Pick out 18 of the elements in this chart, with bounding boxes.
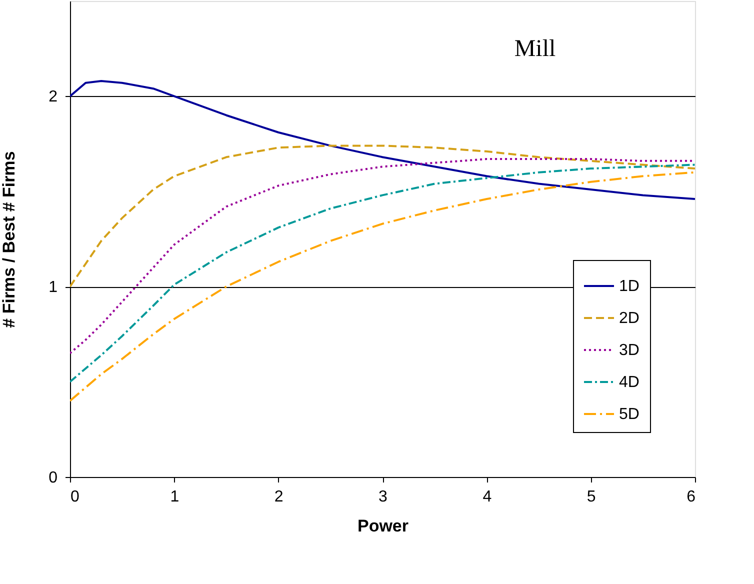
y-axis-title: # Firms / Best # Firms: [0, 151, 19, 328]
x-tick-label: 4: [482, 488, 492, 506]
annotation: Mill: [514, 36, 556, 62]
legend-label: 2D: [619, 310, 640, 327]
x-axis-title: Power: [357, 516, 409, 536]
legend-label: 5D: [619, 406, 640, 423]
x-tick-label: 2: [274, 488, 284, 506]
x-tick-label: 6: [686, 488, 696, 506]
legend-label: 4D: [619, 374, 640, 391]
y-tick-label: 2: [48, 88, 58, 106]
y-tick-label: 0: [48, 470, 58, 486]
y-tick-label: 1: [48, 279, 58, 296]
x-tick-label: 5: [586, 488, 596, 506]
x-tick-label: 0: [70, 488, 80, 506]
x-tick-label: 1: [170, 488, 180, 506]
legend-label: 1D: [619, 278, 640, 295]
legend-label: 3D: [619, 342, 640, 359]
x-tick-label: 3: [378, 488, 388, 506]
